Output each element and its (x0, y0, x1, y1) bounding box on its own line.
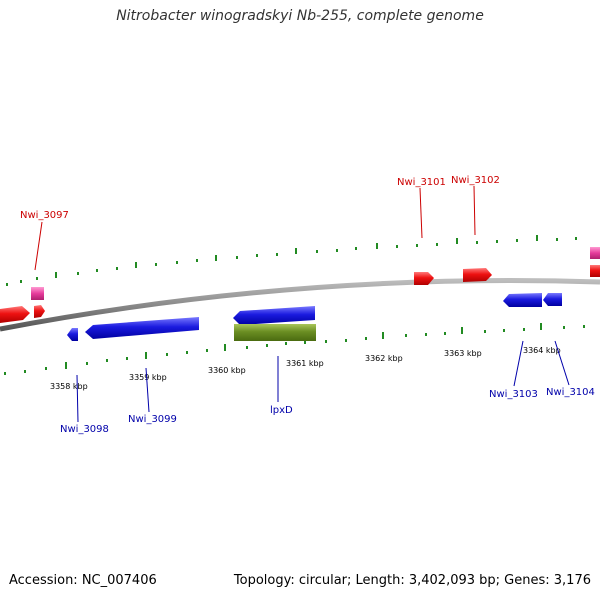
top-gene-labels: Nwi_3097 Nwi_3101 Nwi_3102 (20, 175, 500, 221)
genome-info-text: Topology: circular; Length: 3,402,093 bp… (233, 573, 591, 588)
reverse-genes (67, 293, 562, 341)
gene-nwi-3101[interactable] (414, 272, 434, 285)
top-leader-lines (34, 185, 476, 271)
forward-strand-track (6, 235, 577, 286)
accession-text: Accession: NC_007406 (9, 573, 157, 588)
label-nwi-3103[interactable]: Nwi_3103 (489, 389, 538, 400)
gene-nwi-3097[interactable] (34, 305, 45, 318)
label-lpxd[interactable]: lpxD (270, 405, 293, 416)
tick-label-3364: 3364 kbp (523, 346, 561, 355)
tick-label-3362: 3362 kbp (365, 354, 403, 363)
reverse-strand-track (4, 323, 585, 375)
gene-lpxd[interactable] (234, 324, 316, 341)
gene-nwi-3103[interactable] (503, 293, 542, 307)
gene-nwi-3098[interactable] (67, 328, 78, 341)
tick-label-3358: 3358 kbp (50, 382, 88, 391)
gene-rna-3097a[interactable] (31, 287, 44, 300)
gene-rna-3105[interactable] (590, 247, 600, 259)
label-nwi-3097[interactable]: Nwi_3097 (20, 210, 69, 221)
forward-genes (0, 247, 600, 323)
genome-backbone (0, 278, 600, 332)
label-nwi-3104[interactable]: Nwi_3104 (546, 387, 595, 398)
tick-label-3361: 3361 kbp (286, 359, 324, 368)
tick-label-3363: 3363 kbp (444, 349, 482, 358)
label-nwi-3099[interactable]: Nwi_3099 (128, 414, 177, 425)
map-title: Nitrobacter winogradskyi Nb-255, complet… (116, 8, 484, 24)
bottom-leader-lines (76, 340, 570, 423)
gene-nwi-3100[interactable] (233, 306, 315, 325)
gene-nwi-3099[interactable] (85, 317, 199, 339)
gene-nwi-3104[interactable] (543, 293, 562, 306)
gene-nwi-3102[interactable] (463, 268, 492, 282)
gene-nwi-3105[interactable] (590, 265, 600, 277)
tick-label-3359: 3359 kbp (129, 373, 167, 382)
label-nwi-3098[interactable]: Nwi_3098 (60, 424, 109, 435)
gene-nwi-3096[interactable] (0, 306, 30, 323)
label-nwi-3102[interactable]: Nwi_3102 (451, 175, 500, 186)
scale-labels: 3358 kbp 3359 kbp 3360 kbp 3361 kbp 3362… (50, 346, 561, 391)
bottom-gene-labels: Nwi_3098 Nwi_3099 lpxD Nwi_3103 Nwi_3104 (60, 387, 595, 435)
tick-label-3360: 3360 kbp (208, 366, 246, 375)
label-nwi-3101[interactable]: Nwi_3101 (397, 177, 446, 188)
